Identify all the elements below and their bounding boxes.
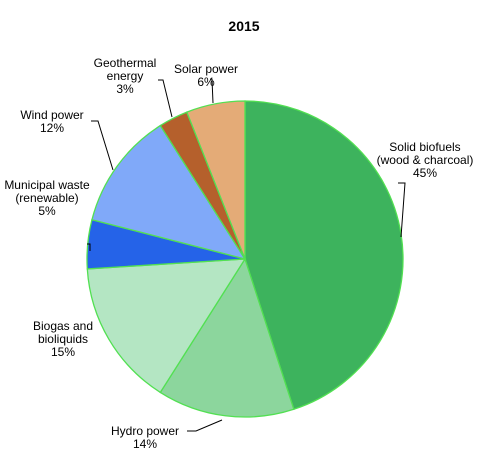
- pie-slice-solar-power: [185, 100, 246, 260]
- chart-title: 2015: [228, 18, 259, 34]
- slice-label-solid-biofuels-wood-charcoal: Solid biofuels (wood & charcoal) 45%: [377, 140, 474, 180]
- leader-line-hydro-power: [187, 419, 223, 432]
- slice-label-hydro-power: Hydro power 14%: [111, 424, 179, 451]
- slice-value-solid-biofuels-wood-charcoal: 45%: [413, 166, 437, 180]
- leader-line-solid-biofuels-wood-charcoal: [398, 182, 406, 238]
- leader-line-wind-power: [91, 120, 114, 171]
- pie-slice-biogas-and-bioliquids: [86, 258, 247, 394]
- pie-slices: [86, 100, 404, 418]
- pie-slice-wind-power: [91, 124, 247, 261]
- leader-line-solar-power: [210, 78, 214, 104]
- slice-label-geothermal-energy: Geothermal energy 3%: [94, 56, 157, 96]
- slice-value-hydro-power: 14%: [133, 437, 157, 451]
- slice-labels: Solid biofuels (wood & charcoal) 45% Hydro …: [4, 56, 473, 451]
- slice-label-biogas-and-bioliquids: Biogas and bioliquids 15%: [33, 319, 93, 359]
- slice-value-wind-power: 12%: [40, 121, 64, 135]
- slice-label-solar-power: Solar power 6%: [174, 62, 238, 89]
- leader-line-municipal-waste-renewable: [87, 243, 91, 251]
- slice-label-wind-power: Wind power 12%: [20, 108, 83, 135]
- leader-line-geothermal-energy: [158, 79, 173, 118]
- label-leader-lines: [87, 78, 406, 432]
- pie-slice-hydro-power: [159, 257, 295, 418]
- slice-value-municipal-waste-renewable: 5%: [38, 204, 56, 218]
- slice-value-solar-power: 6%: [197, 75, 215, 89]
- slice-label-municipal-waste-renewable: Municipal waste (renewable) 5%: [4, 178, 90, 218]
- slice-value-geothermal-energy: 3%: [116, 82, 134, 96]
- slice-value-biogas-and-bioliquids: 15%: [51, 345, 75, 359]
